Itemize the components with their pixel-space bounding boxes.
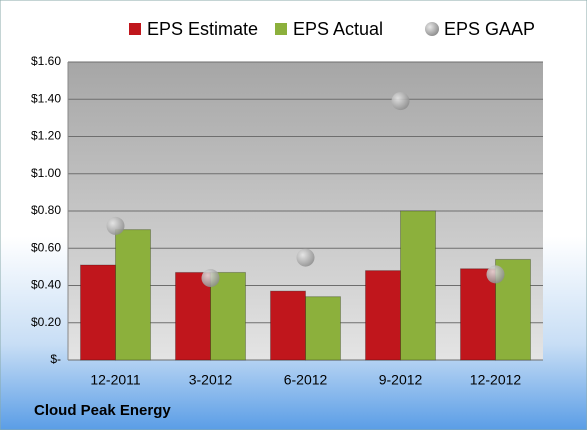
legend-marker [275,23,287,35]
bar [400,210,436,361]
x-tick-label: 3-2012 [189,372,233,388]
legend-label: EPS GAAP [444,19,535,39]
bar [115,229,151,361]
y-tick-label: $0.40 [31,278,61,292]
gaap-point [391,92,410,111]
y-tick-label: $0.60 [31,240,61,254]
footer: Cloud Peak Energy [34,402,171,419]
y-tick-label: $- [50,352,61,366]
gaap-point [106,216,125,235]
gaap-point [296,248,315,267]
legend-label: EPS Actual [293,19,383,39]
bar [460,268,496,361]
x-tick-label: 6-2012 [284,372,328,388]
y-tick-label: $0.20 [31,315,61,329]
bar [270,290,306,361]
gaap-point [201,269,220,288]
gaap-point [486,265,505,284]
y-tick-label: $1.40 [31,91,61,105]
legend-marker [129,23,141,35]
y-tick-label: $1.20 [31,129,61,143]
x-tick-label: 12-2011 [90,372,141,388]
bar [365,270,401,361]
legend-label: EPS Estimate [147,19,258,39]
y-tick-label: $1.00 [31,166,61,180]
x-tick-label: 12-2012 [470,372,522,388]
x-tick-label: 9-2012 [379,372,423,388]
y-tick-label: $1.60 [31,54,61,68]
bar [305,296,341,361]
legend-marker [425,22,439,36]
y-tick-label: $0.80 [31,203,61,217]
bar [80,264,116,361]
bar [175,271,211,361]
bar [210,271,246,361]
